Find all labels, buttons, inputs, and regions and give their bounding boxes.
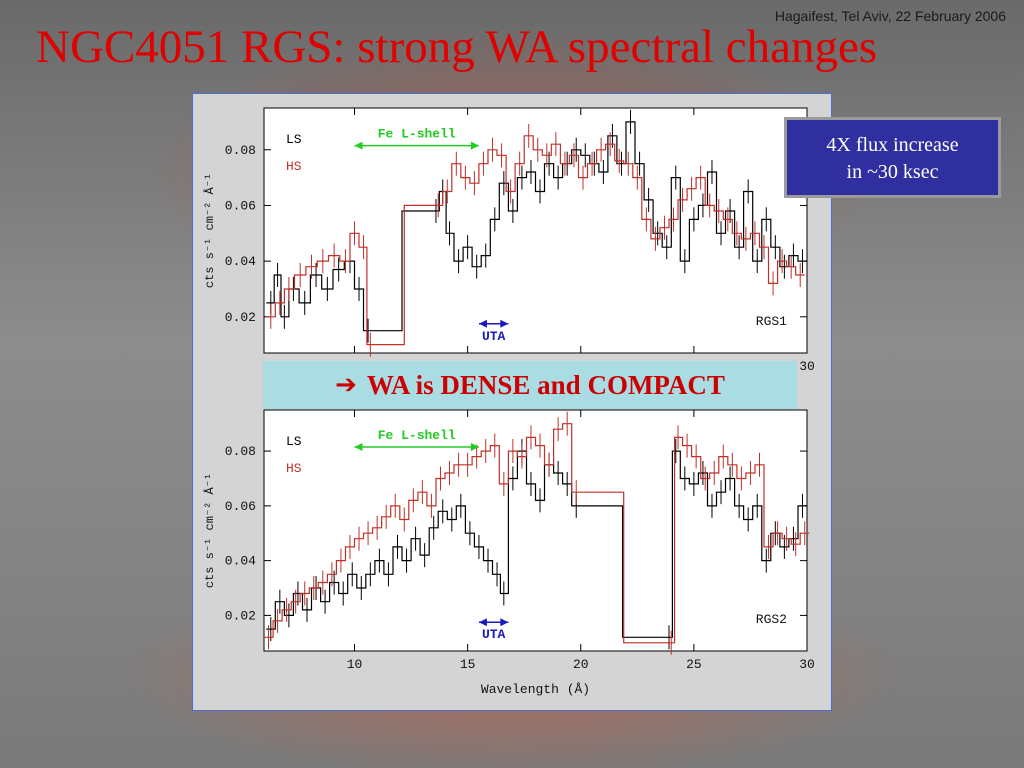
spectra-plot: 0.02 0.04 0.06 0.08 30 cts s⁻¹ cm⁻² Å⁻¹ LS HS Fe… [202, 107, 815, 697]
arrowhead-left-icon [478, 618, 487, 627]
x-tick-label: 10 [347, 657, 363, 672]
legend-hs: HS [286, 461, 302, 476]
y-tick-label: 0.06 [225, 198, 256, 213]
flux-callout: 4X flux increase in ~30 ksec [784, 117, 1001, 198]
callout-line-2: in ~30 ksec [846, 161, 939, 183]
series-ls-line [266, 450, 807, 638]
arrowhead-right-icon [470, 141, 479, 150]
arrowhead-left-icon [354, 442, 363, 451]
y-tick-label: 0.08 [225, 143, 256, 158]
legend-ls: LS [286, 132, 302, 147]
arrowhead-left-icon [478, 319, 487, 328]
y-tick-label: 0.02 [225, 608, 256, 623]
callout-line-1: 4X flux increase [826, 134, 959, 156]
legend-ls: LS [286, 434, 302, 449]
legend-hs: HS [286, 159, 302, 174]
x-tick-label: 25 [686, 657, 702, 672]
x-tick-label: 20 [573, 657, 589, 672]
fe-lshell-label: Fe L-shell [378, 428, 456, 443]
y-tick-label: 0.02 [225, 310, 256, 325]
x-tick-label: 15 [460, 657, 476, 672]
arrowhead-right-icon [500, 618, 509, 627]
arrowhead-left-icon [354, 141, 363, 150]
slide-title: NGC4051 RGS: strong WA spectral changes [36, 21, 878, 73]
banner-text: WA is DENSE and COMPACT [366, 369, 725, 400]
conclusion-banner: ➔ WA is DENSE and COMPACT [263, 361, 797, 409]
x-tick-label: 30 [799, 657, 815, 672]
arrowhead-right-icon [500, 319, 509, 328]
x-axis-label: Wavelength (Å) [481, 682, 590, 697]
y-axis-label: cts s⁻¹ cm⁻² Å⁻¹ [202, 173, 217, 288]
y-tick-label: 0.06 [225, 499, 256, 514]
y-tick-label: 0.04 [225, 254, 256, 269]
panel-label: RGS2 [756, 612, 787, 627]
y-tick-label: 0.04 [225, 554, 256, 569]
y-axis-label: cts s⁻¹ cm⁻² Å⁻¹ [202, 473, 217, 588]
plot-area [263, 409, 808, 652]
series-hs-line [264, 423, 810, 644]
series-hs-line [266, 135, 805, 346]
uta-label: UTA [482, 627, 506, 642]
x-tick-label: 30 [799, 359, 815, 374]
arrow-right-icon: ➔ [335, 370, 357, 400]
y-tick-label: 0.08 [225, 444, 256, 459]
arrowhead-right-icon [470, 442, 479, 451]
fe-lshell-label: Fe L-shell [378, 127, 456, 142]
uta-label: UTA [482, 329, 506, 344]
header-note: Hagaifest, Tel Aviv, 22 February 2006 [774, 8, 1006, 24]
panel-label: RGS1 [756, 314, 787, 329]
